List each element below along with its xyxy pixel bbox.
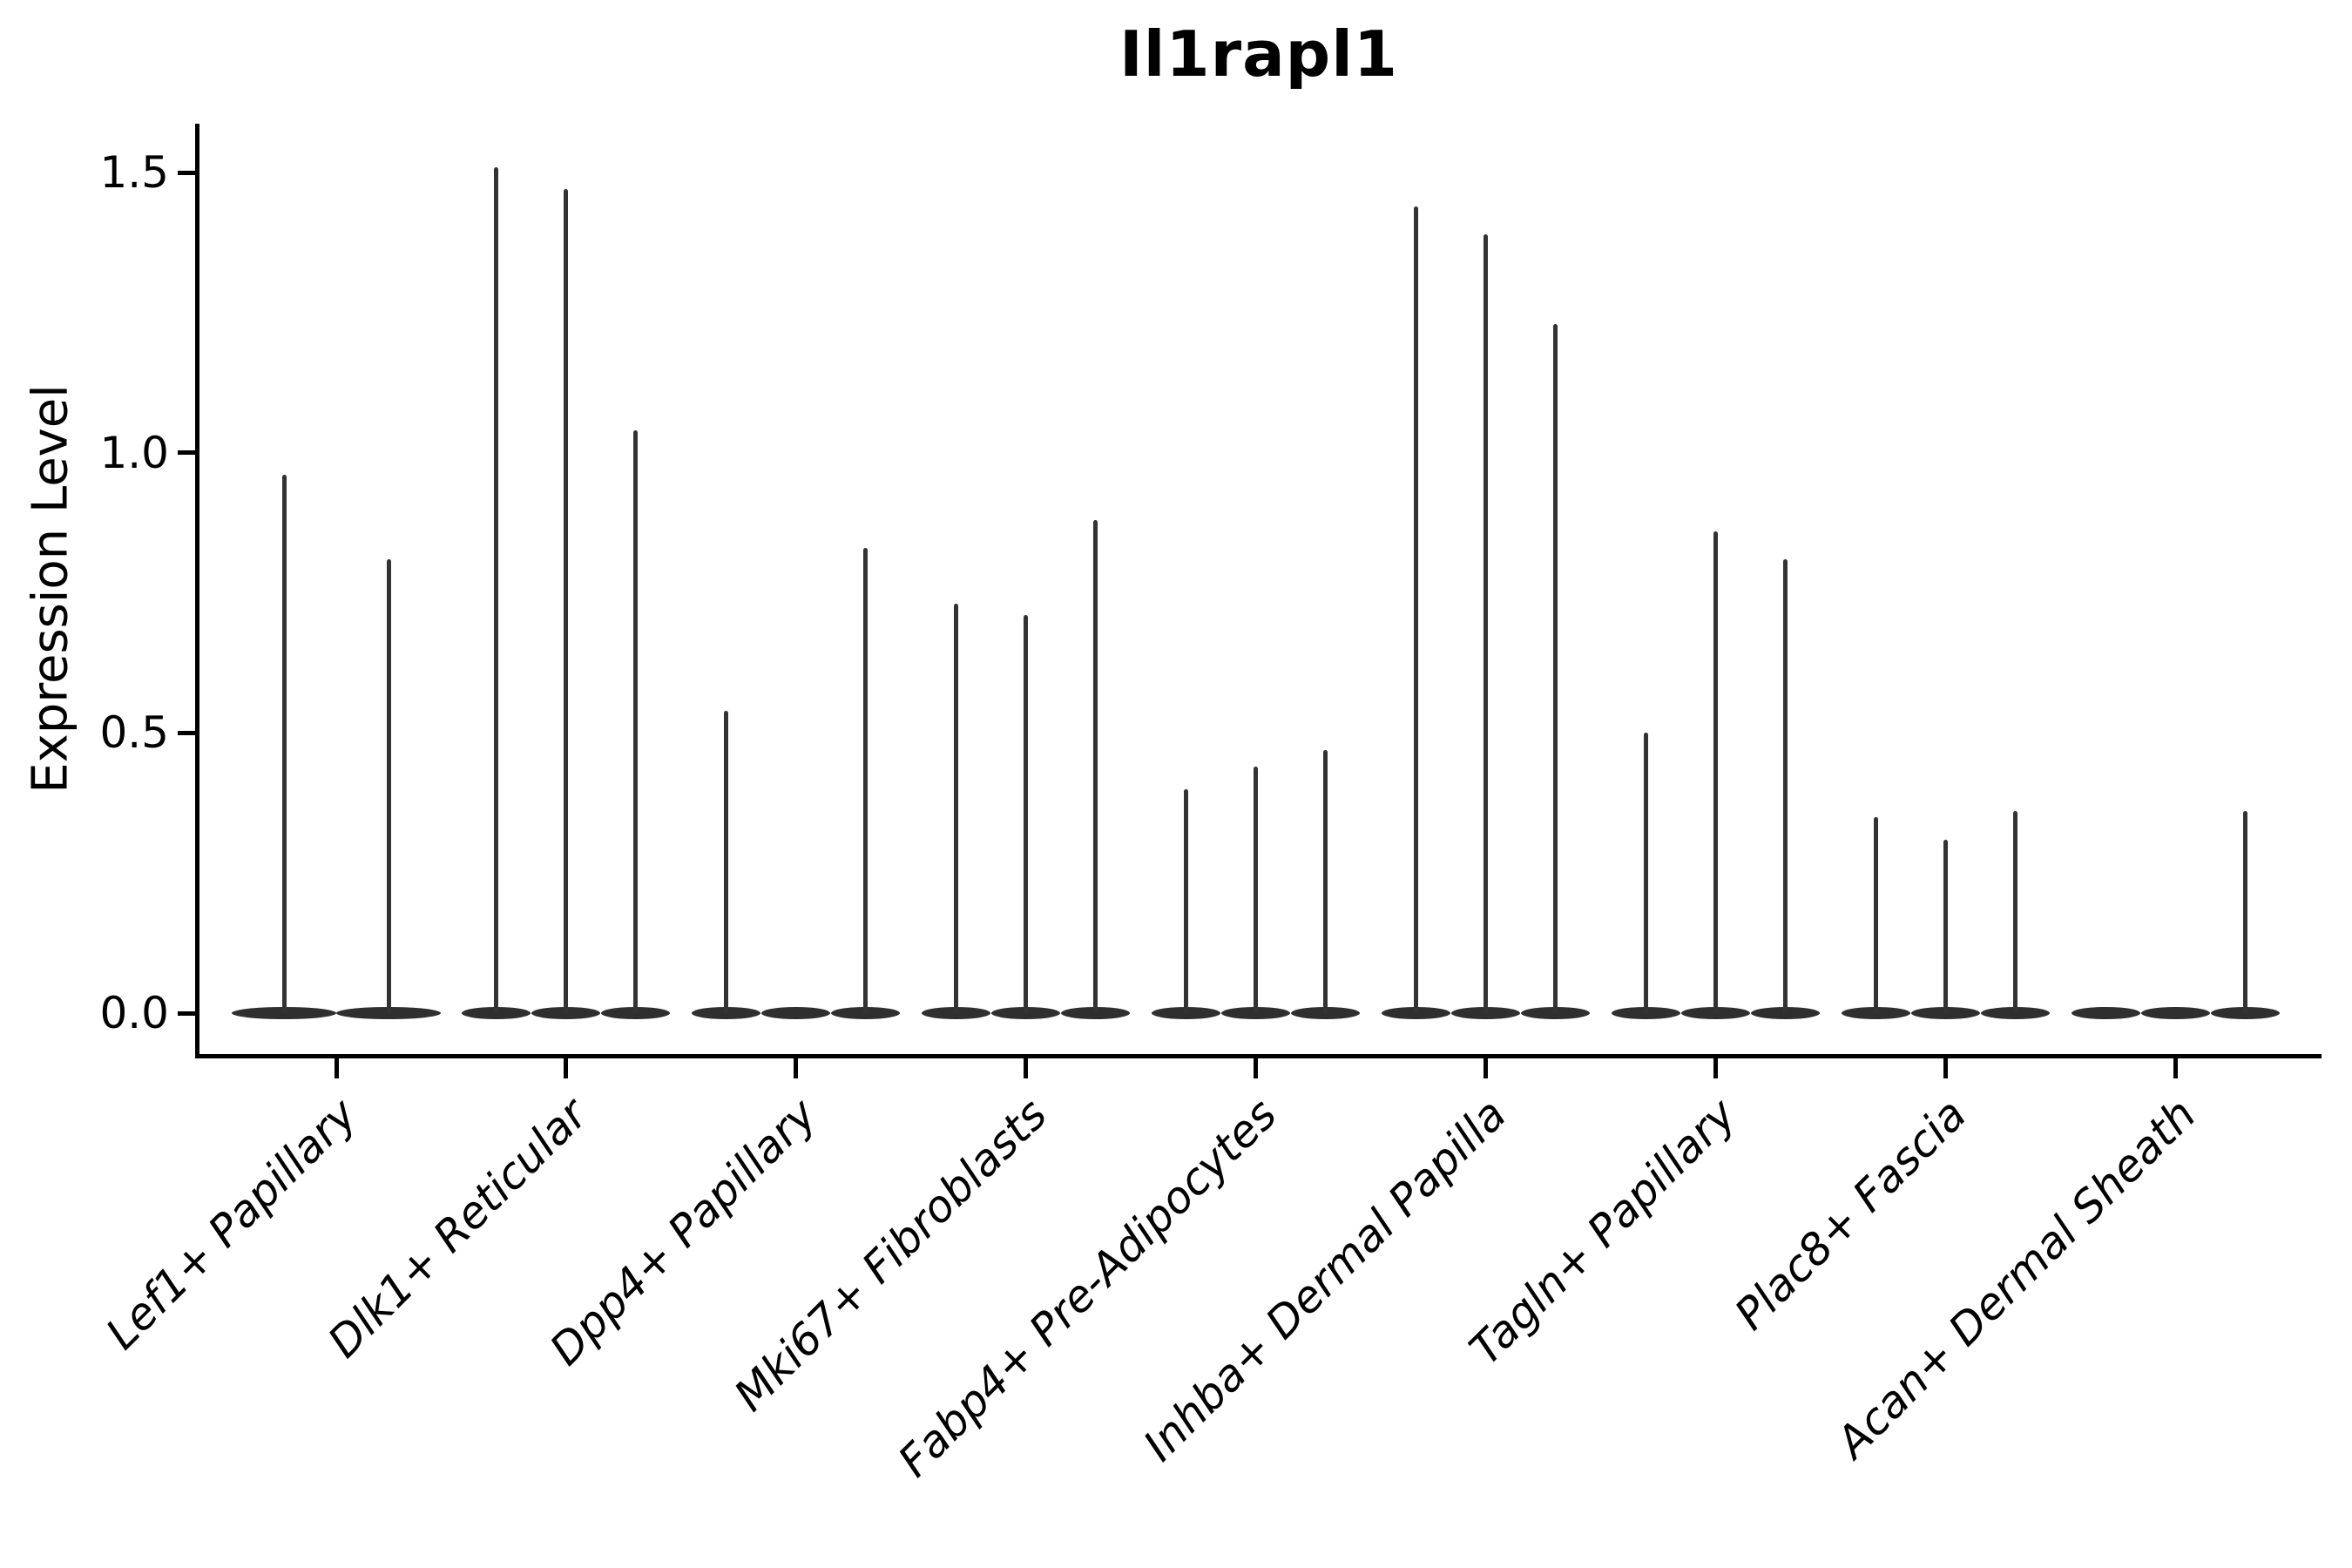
violin-max-spike — [1093, 519, 1098, 1013]
violin-max-spike — [1782, 558, 1788, 1013]
violin-max-spike — [1643, 733, 1648, 1013]
x-tick-label: Fabp4+ Pre-Adipocytes — [889, 1089, 1287, 1487]
violin-base — [692, 1007, 761, 1019]
violin-base — [531, 1007, 601, 1019]
violin-max-spike — [1414, 206, 1418, 1013]
violin-base — [831, 1007, 901, 1019]
violin-max-spike — [1184, 788, 1189, 1013]
violin-max-spike — [1323, 749, 1328, 1013]
plot-title: Il1rapl1 — [1119, 17, 1398, 91]
violin-base — [462, 1007, 531, 1019]
violin-base — [1611, 1007, 1680, 1019]
violin-base — [336, 1007, 441, 1019]
violin-max-spike — [633, 429, 639, 1013]
violin-base — [1750, 1007, 1820, 1019]
violin-max-spike — [1553, 323, 1558, 1013]
y-axis-spine — [195, 124, 199, 1058]
x-tick-mark — [2173, 1058, 2178, 1078]
violin-base — [232, 1007, 336, 1019]
violin-max-spike — [2012, 811, 2017, 1013]
x-tick-label: Inhba+ Dermal Papilla — [1134, 1089, 1517, 1471]
x-tick-label: Lef1+ Papillary — [96, 1089, 368, 1360]
violin-base — [2071, 1007, 2140, 1019]
violin-base — [1980, 1007, 2050, 1019]
violin-base — [2210, 1007, 2280, 1019]
x-tick-mark — [1943, 1058, 1948, 1078]
violin-max-spike — [281, 475, 287, 1013]
violin-base — [1680, 1007, 1750, 1019]
violin-base — [1382, 1007, 1450, 1019]
violin-max-spike — [1713, 531, 1718, 1013]
violin-base — [1061, 1007, 1131, 1019]
y-tick-label: 0.0 — [99, 988, 169, 1038]
x-tick-mark — [564, 1058, 569, 1078]
x-tick-mark — [1254, 1058, 1259, 1078]
violin-max-spike — [386, 558, 391, 1013]
x-tick-mark — [1024, 1058, 1029, 1078]
violin-max-spike — [724, 710, 729, 1013]
violin-base — [2140, 1007, 2210, 1019]
violin-base — [1451, 1007, 1520, 1019]
violin-base — [1291, 1007, 1361, 1019]
violin-max-spike — [494, 166, 499, 1013]
violin-max-spike — [954, 604, 959, 1013]
violin-base — [1841, 1007, 1910, 1019]
x-tick-label: Plac8+ Fascia — [1725, 1089, 1977, 1340]
y-tick-label: 1.5 — [99, 147, 169, 199]
violin-base — [922, 1007, 991, 1019]
violin-max-spike — [1484, 233, 1488, 1013]
violin-base — [1221, 1007, 1291, 1019]
y-tick-label: 1.0 — [99, 427, 169, 478]
violin-max-spike — [863, 548, 868, 1013]
y-tick-mark — [178, 450, 196, 456]
violin-max-spike — [2242, 811, 2247, 1013]
violin-base — [1910, 1007, 1980, 1019]
violin-base — [1521, 1007, 1590, 1019]
violin-base — [761, 1007, 831, 1019]
x-tick-mark — [1713, 1058, 1718, 1078]
violin-max-spike — [564, 189, 569, 1013]
violin-base — [1152, 1007, 1221, 1019]
y-tick-label: 0.5 — [99, 707, 169, 759]
violin-max-spike — [1254, 766, 1259, 1013]
y-tick-mark — [178, 1010, 196, 1016]
violin-base — [991, 1007, 1061, 1019]
x-tick-mark — [794, 1058, 799, 1078]
y-tick-mark — [178, 730, 196, 735]
violin-base — [601, 1007, 671, 1019]
x-tick-mark — [1484, 1058, 1488, 1078]
x-tick-mark — [334, 1058, 339, 1078]
violin-max-spike — [1873, 816, 1878, 1013]
x-axis-spine — [195, 1054, 2322, 1058]
y-tick-mark — [178, 170, 196, 175]
violin-max-spike — [1024, 615, 1029, 1013]
violin-max-spike — [1943, 839, 1948, 1013]
